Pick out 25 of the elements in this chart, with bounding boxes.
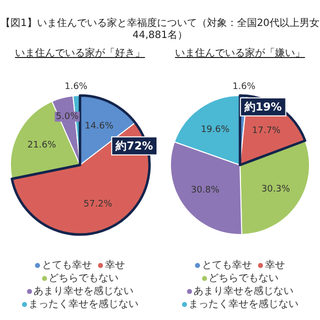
legend-label: 幸せ [264, 260, 285, 272]
data-label: 17.7% [252, 126, 282, 136]
legend-label: とても幸せ [41, 260, 92, 272]
chart-subtitle: いま住んでいる家が「嫌い」 [174, 46, 306, 60]
legend-label: どちらでもない [48, 273, 118, 285]
data-label: 21.6% [27, 140, 56, 151]
data-label: 30.3% [261, 184, 290, 194]
legend-label: まったく幸せを感じない [188, 299, 298, 311]
data-label: 1.6% [232, 82, 256, 92]
chart-title: 【図1】いま住んでいる家と幸福度について（対象：全国20代以上男女44,881名） [0, 18, 320, 42]
legend-label: まったく幸せを感じない [28, 299, 138, 311]
data-label: 5.0% [56, 112, 80, 122]
text: 約72% [114, 140, 154, 153]
data-label: 57.2% [84, 200, 113, 210]
legend-label: 幸せ [104, 260, 125, 272]
legend-label: どちらでもない [208, 273, 278, 285]
data-label: 19.6% [200, 125, 230, 136]
legend-label: とても幸せ [201, 260, 252, 272]
legend-label: あまり幸せを感じない [32, 286, 134, 298]
data-label: 30.8% [190, 186, 220, 196]
data-label: 14.6% [84, 122, 114, 132]
chart-subtitle: いま住んでいる家が「好き」 [14, 46, 146, 60]
text: 約19% [243, 100, 282, 114]
data-label: 1.6% [64, 82, 88, 92]
legend-label: あまり幸せを感じない [192, 286, 294, 298]
